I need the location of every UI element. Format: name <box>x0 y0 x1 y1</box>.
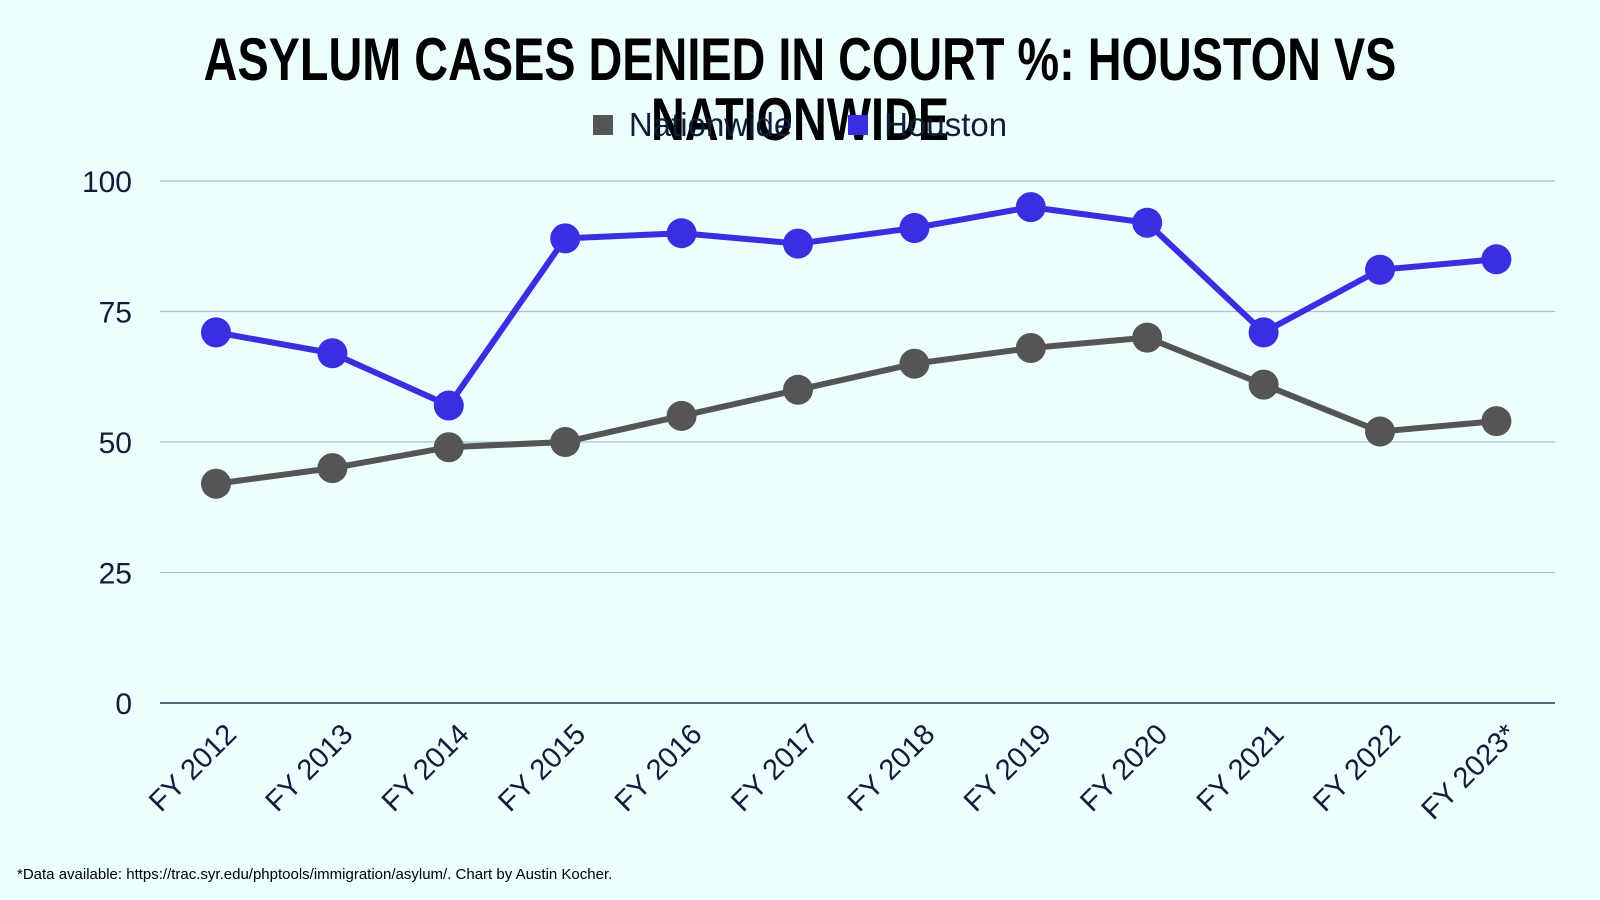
x-tick-label: FY 2014 <box>376 718 476 818</box>
series-line <box>213 204 1500 409</box>
data-point <box>550 427 581 457</box>
data-point <box>201 468 231 499</box>
data-point <box>433 390 464 421</box>
y-tick-label: 100 <box>82 166 132 199</box>
data-point <box>1365 254 1395 285</box>
data-point <box>1248 317 1279 348</box>
legend-label-nationwide: Nationwide <box>628 106 793 143</box>
data-point <box>1015 192 1046 223</box>
data-point <box>1481 244 1512 275</box>
x-tick-label: FY 2021 <box>1191 718 1291 818</box>
data-point <box>317 338 348 369</box>
data-point <box>666 400 697 431</box>
data-point <box>1015 333 1046 364</box>
series-line <box>213 334 1500 487</box>
legend-swatch-houston <box>848 115 869 135</box>
data-point <box>550 223 581 254</box>
data-point <box>1132 207 1163 238</box>
legend-item-nationwide: Nationwide <box>592 106 793 144</box>
y-tick-label: 75 <box>99 297 132 330</box>
legend-label-houston: Houston <box>884 106 1008 143</box>
x-tick-label: FY 2013 <box>260 718 360 818</box>
y-tick-label: 50 <box>99 427 132 460</box>
x-tick-label: FY 2015 <box>492 718 592 818</box>
legend-item-houston: Houston <box>848 106 1007 144</box>
legend-swatch-nationwide <box>592 115 613 135</box>
chart-title: ASYLUM CASES DENIED IN COURT %: HOUSTON … <box>203 26 1397 153</box>
series-nationwide <box>201 322 1512 499</box>
data-point <box>433 432 464 463</box>
y-axis: 0 25 50 75 100 <box>82 166 132 721</box>
x-tick-label: FY 2020 <box>1074 718 1174 818</box>
x-tick-label: FY 2022 <box>1307 718 1407 818</box>
data-point <box>899 348 930 379</box>
series-layer <box>201 192 1512 499</box>
legend: Nationwide Houston <box>0 106 1600 144</box>
data-point <box>1248 369 1279 400</box>
x-axis: FY 2012 FY 2013 FY 2014 FY 2015 FY 2016 FY 20… <box>143 718 1523 826</box>
data-point <box>783 374 813 405</box>
y-tick-label: 0 <box>115 688 132 721</box>
data-point <box>317 453 348 484</box>
grid-layer <box>160 180 1555 704</box>
x-tick-label: FY 2016 <box>609 718 709 818</box>
data-point <box>899 212 930 243</box>
x-tick-label: FY 2023* <box>1416 718 1524 826</box>
data-point <box>1132 322 1163 353</box>
y-tick-label: 25 <box>99 558 132 591</box>
x-tick-label: FY 2012 <box>143 718 243 818</box>
data-point <box>783 228 813 259</box>
data-point <box>666 218 697 249</box>
x-tick-label: FY 2017 <box>725 718 825 818</box>
series-houston <box>201 192 1512 421</box>
x-tick-label: FY 2018 <box>842 718 942 818</box>
data-point <box>1481 406 1512 437</box>
data-point <box>201 317 231 348</box>
footnote: *Data available: https://trac.syr.edu/ph… <box>17 866 613 883</box>
x-tick-label: FY 2019 <box>958 718 1058 818</box>
data-point <box>1365 416 1395 447</box>
